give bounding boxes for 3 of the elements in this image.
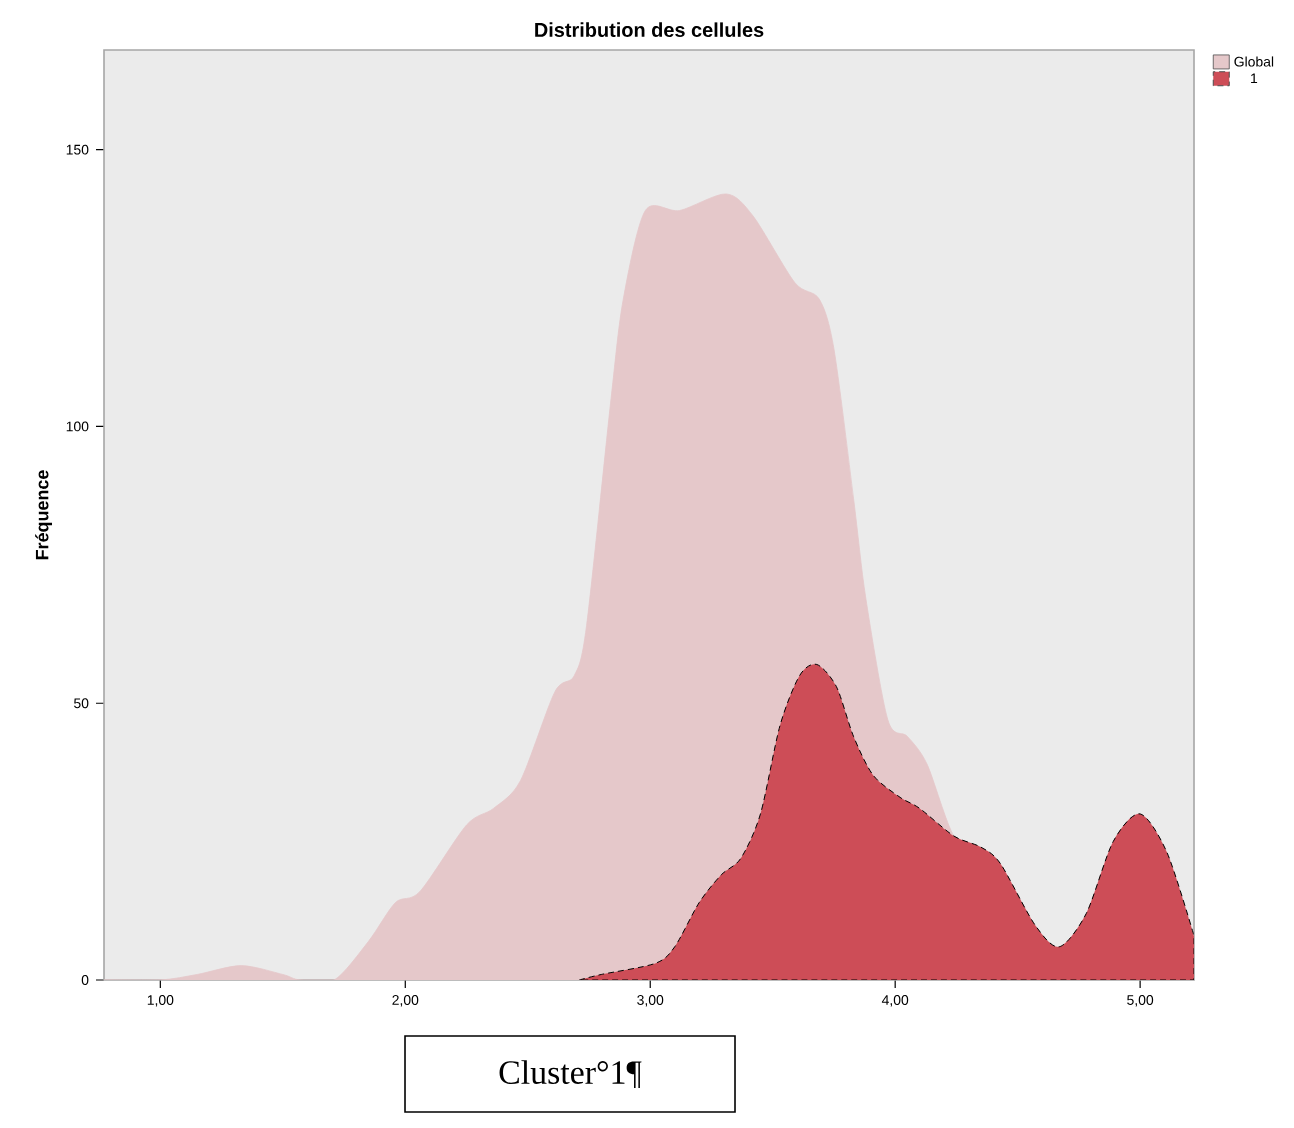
text: Cluster°1¶ — [499, 1060, 642, 1088]
y-axis-title: Fréquence — [35, 470, 52, 560]
chart-title: Distribution des cellules — [535, 22, 764, 37]
